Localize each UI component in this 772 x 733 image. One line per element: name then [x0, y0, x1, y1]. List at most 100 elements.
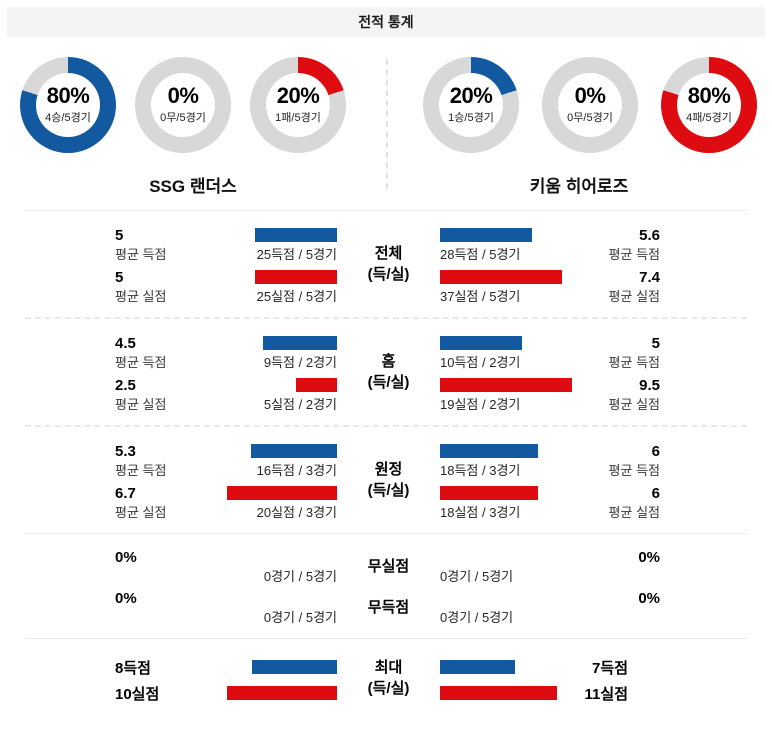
left-stat-value: 0% — [115, 548, 137, 566]
donut-percent: 20% — [276, 83, 320, 108]
right-bar-line — [440, 683, 572, 703]
left-stat: 5 평균 실점 — [115, 267, 205, 305]
right-bar-cell: 19실점 / 2경기 — [440, 375, 572, 412]
donut-percent: 20% — [449, 83, 493, 108]
right-bar-text: 37실점 / 5경기 — [440, 289, 521, 304]
donut-center: 80% 4승/5경기 — [36, 73, 100, 137]
right-bar-cell: 18득점 / 3경기 — [440, 441, 572, 478]
right-stat-value: 6 — [651, 484, 660, 502]
section-divider — [25, 210, 747, 211]
right-max-scored-bar — [440, 660, 515, 674]
stats-header: 전적 통계 — [7, 7, 765, 37]
left-conceded-bar — [227, 486, 337, 500]
stat-row: 5 평균 실점 25실점 / 5경기 37실점 / 5경기 7.4 평균 실점 — [115, 267, 660, 305]
left-max-scored: 8득점 — [115, 659, 151, 677]
left-count-cell: 0경기 / 5경기 — [205, 547, 337, 584]
donut-center: 20% 1승/5경기 — [439, 73, 503, 137]
stat-row: 0% 0경기 / 5경기 무득점 0경기 / 5경기 0% — [115, 588, 660, 626]
left-stat-value: 5 — [115, 226, 124, 244]
donut-percent: 80% — [687, 83, 731, 108]
right-stat: 5 평균 득점 — [572, 333, 660, 371]
right-stat: 5.6 평균 득점 — [572, 225, 660, 263]
right-bar-text: 28득점 / 5경기 — [440, 247, 521, 262]
left-stat-label: 평균 실점 — [115, 505, 167, 520]
right-stat-value: 5.6 — [639, 226, 660, 244]
right-stat: 0% — [572, 588, 660, 625]
page-title: 전적 통계 — [358, 14, 414, 30]
left-bar-text: 9득점 / 2경기 — [263, 355, 337, 370]
left-bar-text: 25실점 / 5경기 — [256, 289, 337, 304]
left-stat: 2.5 평균 실점 — [115, 375, 205, 413]
stat-row: 8득점 7득점 — [115, 657, 660, 677]
donut-sub-label: 1승/5경기 — [448, 112, 494, 124]
section-title-line: (득/실) — [367, 679, 410, 697]
left-bar-line — [205, 375, 337, 395]
right-bar-line — [440, 483, 572, 503]
left-scored-bar — [251, 444, 337, 458]
left-bar-cell: 9득점 / 2경기 — [205, 333, 337, 370]
right-scored-bar — [440, 444, 538, 458]
right-bar-text: 19실점 / 2경기 — [440, 397, 521, 412]
left-conceded-bar — [296, 378, 337, 392]
donut-percent: 0% — [574, 83, 606, 108]
win-rate-donut: 80% 4승/5경기 — [20, 57, 116, 153]
right-bar-text: 18득점 / 3경기 — [440, 463, 521, 478]
left-stat-value: 6.7 — [115, 484, 136, 502]
left-stat-value: 5 — [115, 268, 124, 286]
left-max-scored-bar — [252, 660, 337, 674]
left-max-conceded: 10실점 — [115, 685, 160, 703]
right-stat: 0% — [572, 547, 660, 584]
section-title-line: 원정 — [374, 461, 403, 478]
right-bar-cell: 28득점 / 5경기 — [440, 225, 572, 262]
left-stat-label: 평균 실점 — [115, 289, 167, 304]
left-bar-line — [205, 547, 337, 567]
left-bar-line — [205, 225, 337, 245]
section-divider-dashed — [25, 317, 747, 319]
left-bar-line — [205, 333, 337, 353]
right-bar-line — [440, 333, 572, 353]
donut-center: 80% 4패/5경기 — [677, 73, 741, 137]
donut-center: 0% 0무/5경기 — [151, 73, 215, 137]
right-scored-bar — [440, 228, 532, 242]
right-team-name: 키움 히어로즈 — [529, 177, 629, 196]
section-divider — [25, 638, 747, 639]
stat-row: 4.5 평균 득점 9득점 / 2경기 10득점 / 2경기 5 평균 득점 — [115, 333, 660, 371]
left-bar-cell: 5실점 / 2경기 — [205, 375, 337, 412]
right-bar-cell: 37실점 / 5경기 — [440, 267, 572, 304]
right-stat: 6 평균 득점 — [572, 441, 660, 479]
right-stat: 7.4 평균 실점 — [572, 267, 660, 305]
left-bar-line — [205, 483, 337, 503]
right-max-conceded-bar — [440, 686, 557, 700]
left-stat: 0% — [115, 547, 205, 584]
right-bar-line — [440, 547, 572, 567]
right-bar-line — [440, 441, 572, 461]
left-stat-label: 평균 득점 — [115, 247, 167, 262]
left-bar-cell: 25실점 / 5경기 — [205, 267, 337, 304]
left-stat-label: 평균 득점 — [115, 463, 167, 478]
draw-rate-donut: 0% 0무/5경기 — [542, 57, 638, 153]
donut-percent: 80% — [46, 83, 90, 108]
section-title-overall: 전체 (득/실) — [337, 243, 440, 285]
stat-row: 10실점 11실점 — [115, 683, 660, 703]
right-scored-bar — [440, 336, 522, 350]
section-zero-games: 0% 0경기 / 5경기 무실점 0경기 / 5경기 0% 0% 0경기 / 5… — [0, 534, 772, 638]
left-bar-cell: 25득점 / 5경기 — [205, 225, 337, 262]
left-count-cell: 0경기 / 5경기 — [205, 588, 337, 625]
left-stat: 0% — [115, 588, 205, 625]
right-count-cell: 0경기 / 5경기 — [440, 588, 572, 625]
stat-row: 5 평균 득점 25득점 / 5경기 28득점 / 5경기 5.6 평균 득점 — [115, 225, 660, 263]
right-bar-line — [440, 267, 572, 287]
loss-rate-donut: 20% 1패/5경기 — [250, 57, 346, 153]
right-count-text: 0경기 / 5경기 — [440, 610, 514, 625]
left-bar-text: 25득점 / 5경기 — [256, 247, 337, 262]
record-summary: 80% 4승/5경기 0% 0무/5경기 20% 1패/5경기 SSG 랜더스 — [0, 57, 772, 197]
left-scored-bar — [263, 336, 337, 350]
section-title-max: 최대 (득/실) — [337, 657, 440, 699]
right-donut-row: 20% 1승/5경기 0% 0무/5경기 80% 4패/5경기 — [386, 57, 772, 153]
donut-sub-label: 4패/5경기 — [686, 112, 732, 124]
left-bar-line — [205, 683, 337, 703]
stat-row: 2.5 평균 실점 5실점 / 2경기 19실점 / 2경기 9.5 평균 실점 — [115, 375, 660, 413]
left-stat-label: 평균 실점 — [115, 397, 167, 412]
section-home: 4.5 평균 득점 9득점 / 2경기 10득점 / 2경기 5 평균 득점 2… — [0, 319, 772, 425]
left-donut-row: 80% 4승/5경기 0% 0무/5경기 20% 1패/5경기 — [0, 57, 386, 153]
